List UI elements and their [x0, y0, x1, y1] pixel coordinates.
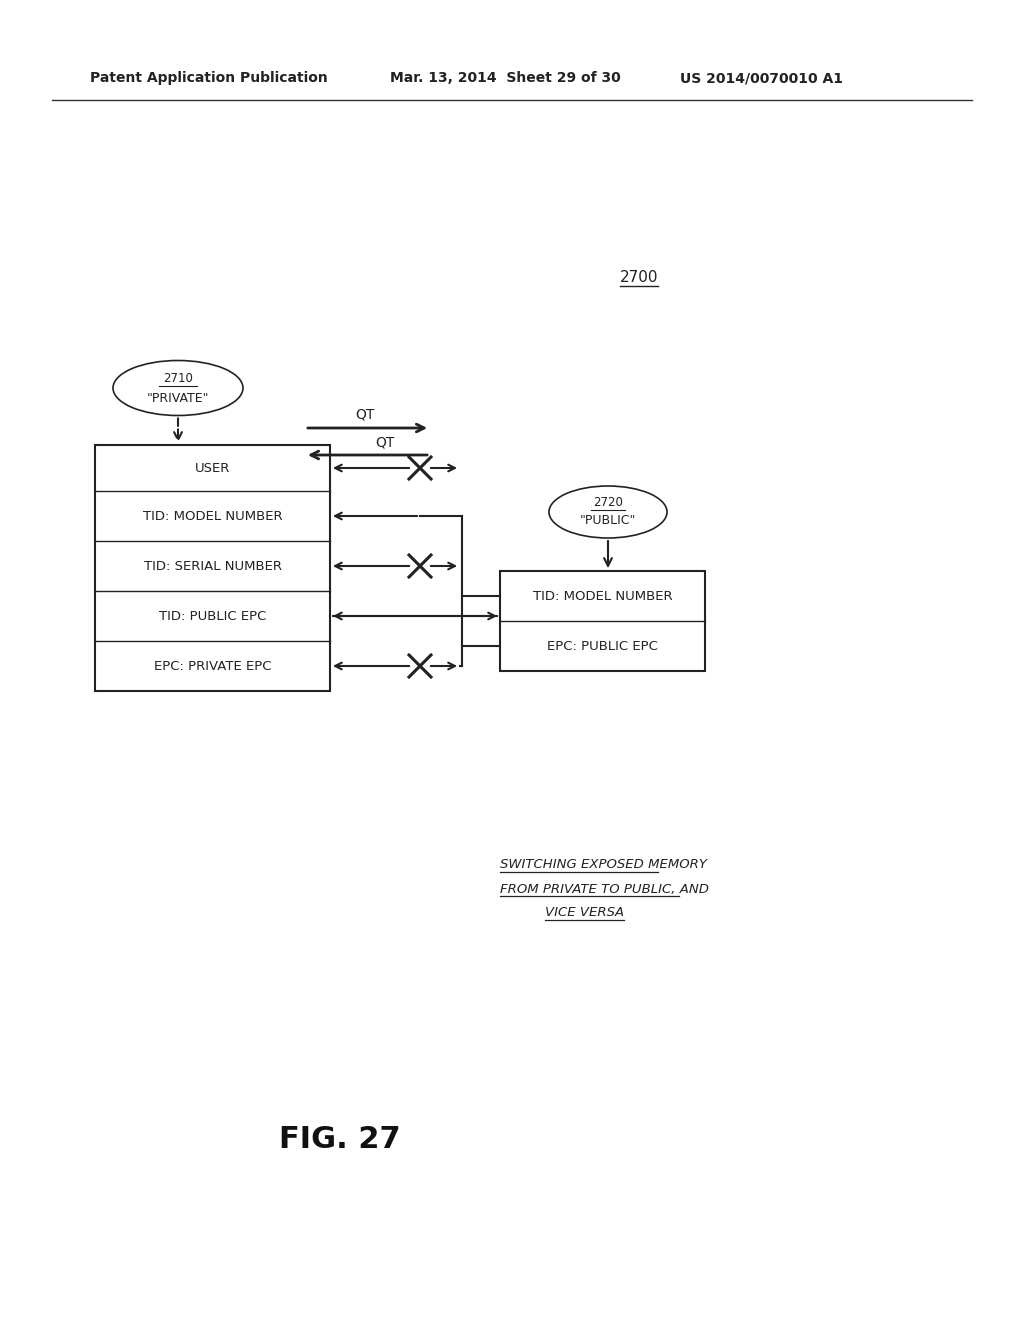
- Ellipse shape: [549, 486, 667, 539]
- Text: FROM PRIVATE TO PUBLIC, AND: FROM PRIVATE TO PUBLIC, AND: [500, 883, 709, 895]
- Text: Mar. 13, 2014  Sheet 29 of 30: Mar. 13, 2014 Sheet 29 of 30: [390, 71, 621, 84]
- Bar: [95, 445, 330, 690]
- Text: FIG. 27: FIG. 27: [280, 1126, 400, 1155]
- Text: 2700: 2700: [620, 271, 658, 285]
- Text: US 2014/0070010 A1: US 2014/0070010 A1: [680, 71, 843, 84]
- Text: Patent Application Publication: Patent Application Publication: [90, 71, 328, 84]
- Text: TID: SERIAL NUMBER: TID: SERIAL NUMBER: [143, 560, 282, 573]
- Bar: [500, 572, 705, 671]
- Text: "PRIVATE": "PRIVATE": [146, 392, 209, 404]
- Text: QT: QT: [376, 436, 394, 449]
- Ellipse shape: [113, 360, 243, 416]
- Text: VICE VERSA: VICE VERSA: [545, 907, 624, 920]
- Text: USER: USER: [195, 462, 230, 474]
- Text: EPC: PUBLIC EPC: EPC: PUBLIC EPC: [547, 639, 658, 652]
- Text: TID: PUBLIC EPC: TID: PUBLIC EPC: [159, 610, 266, 623]
- Text: 2720: 2720: [593, 495, 623, 508]
- Text: TID: MODEL NUMBER: TID: MODEL NUMBER: [142, 510, 283, 523]
- Text: 2710: 2710: [163, 371, 193, 384]
- Text: TID: MODEL NUMBER: TID: MODEL NUMBER: [532, 590, 673, 602]
- Text: "PUBLIC": "PUBLIC": [580, 515, 636, 528]
- Text: SWITCHING EXPOSED MEMORY: SWITCHING EXPOSED MEMORY: [500, 858, 707, 871]
- Text: QT: QT: [355, 408, 375, 422]
- Text: EPC: PRIVATE EPC: EPC: PRIVATE EPC: [154, 660, 271, 672]
